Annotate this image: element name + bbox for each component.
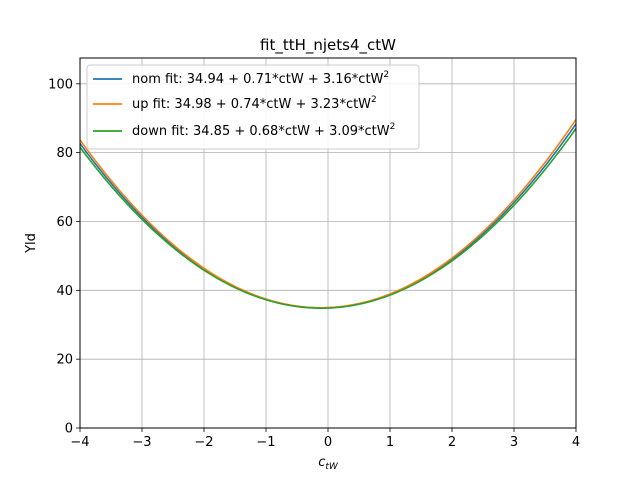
legend-entry-superscript: 2 xyxy=(371,95,377,105)
legend-entry-superscript: 2 xyxy=(383,70,389,80)
y-tick-label: 0 xyxy=(65,422,73,437)
x-tick-label: −2 xyxy=(194,435,213,450)
x-axis-label-sub: tW xyxy=(325,462,339,472)
legend-entry-superscript: 2 xyxy=(390,122,396,132)
x-tick-label: 4 xyxy=(572,435,580,450)
x-tick-label: 2 xyxy=(448,435,456,450)
legend-entry-1: up fit: 34.98 + 0.74*ctW + 3.23*ctW2 xyxy=(132,95,377,112)
y-axis-label: Yld xyxy=(24,233,39,254)
x-tick-label: −1 xyxy=(256,435,275,450)
y-tick-label: 100 xyxy=(48,77,73,92)
x-tick-label: 0 xyxy=(324,435,332,450)
legend-entry-label: down fit: 34.85 + 0.68*ctW + 3.09*ctW xyxy=(132,124,390,139)
x-axis-label-main: c xyxy=(318,455,325,470)
legend-entry-label: up fit: 34.98 + 0.74*ctW + 3.23*ctW xyxy=(132,97,371,112)
series-curves xyxy=(79,119,577,309)
y-tick-label: 60 xyxy=(56,215,73,230)
series-line-2 xyxy=(79,128,577,309)
chart-title: fit_ttH_njets4_ctW xyxy=(260,36,396,55)
y-tick-label: 40 xyxy=(56,284,73,299)
legend-entry-0: nom fit: 34.94 + 0.71*ctW + 3.16*ctW2 xyxy=(132,70,389,87)
x-tick-label: −4 xyxy=(70,435,89,450)
legend-entry-label: nom fit: 34.94 + 0.71*ctW + 3.16*ctW xyxy=(132,72,384,87)
x-tick-label: 1 xyxy=(386,435,394,450)
y-tick-label: 80 xyxy=(56,146,73,161)
legend: nom fit: 34.94 + 0.71*ctW + 3.16*ctW2up … xyxy=(86,64,420,150)
x-tick-label: 3 xyxy=(510,435,518,450)
legend-entry-2: down fit: 34.85 + 0.68*ctW + 3.09*ctW2 xyxy=(132,122,395,139)
legend-box xyxy=(86,64,420,150)
x-axis-label: ctW xyxy=(318,455,339,472)
x-tick-label: −3 xyxy=(132,435,151,450)
y-tick-label: 20 xyxy=(56,353,73,368)
